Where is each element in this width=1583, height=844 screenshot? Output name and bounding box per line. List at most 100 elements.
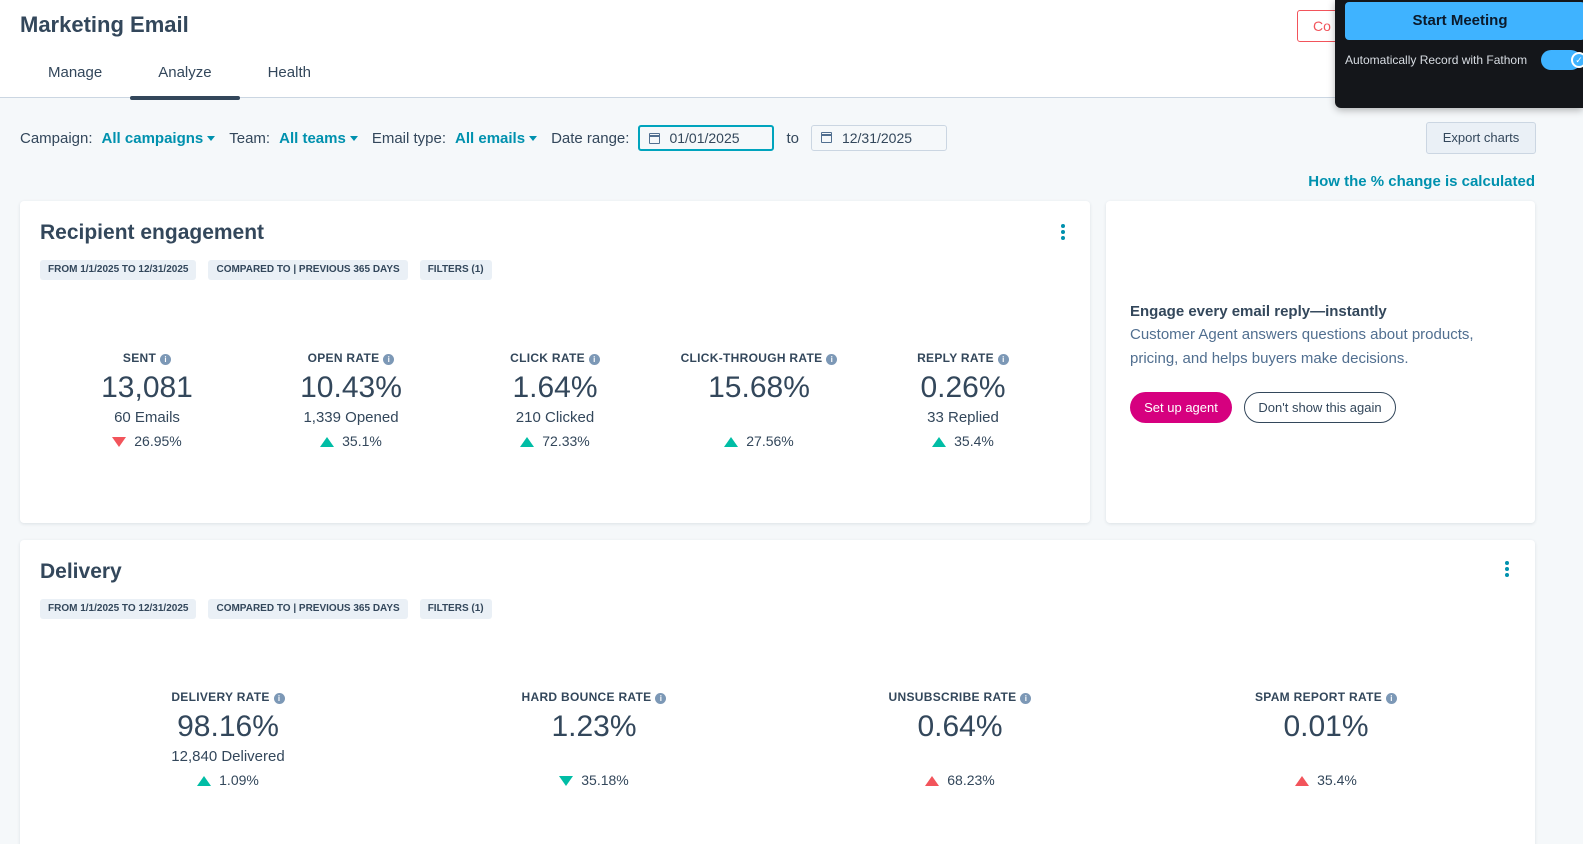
metric-subtext: 12,840 Delivered: [171, 748, 285, 765]
metric-subtext: 210 Clicked: [515, 409, 595, 426]
export-charts-button[interactable]: Export charts: [1426, 122, 1536, 154]
metric-hard-bounce-rate: HARD BOUNCE RATE i 1.23% 35.18%: [474, 690, 714, 788]
increase-arrow-icon: [520, 437, 535, 447]
card-title: Recipient engagement: [40, 221, 265, 244]
fathom-overlay: Start Meeting Automatically Record with …: [1335, 0, 1583, 108]
metric-open-rate: OPEN RATE i 10.43% 1,339 Opened 35.1%: [251, 351, 451, 449]
metric-subtext: [1206, 748, 1446, 766]
team-filter-dropdown[interactable]: All teams: [279, 130, 358, 147]
increase-arrow-icon: [320, 437, 335, 447]
email-type-filter-dropdown[interactable]: All emails: [455, 129, 538, 147]
filter-bar: Campaign: All campaigns Team: All teams …: [20, 124, 959, 152]
metric-label: UNSUBSCRIBE RATE i: [840, 690, 1080, 704]
metric-value: 0.26%: [920, 371, 1006, 404]
tab-health[interactable]: Health: [267, 64, 311, 81]
info-icon[interactable]: i: [655, 693, 667, 704]
metric-subtext: [840, 748, 1080, 766]
increase-arrow-icon: [932, 437, 947, 447]
more-options-icon[interactable]: [1504, 561, 1510, 579]
recipient-engagement-card: Recipient engagement From 1/1/2025 to 12…: [20, 201, 1090, 523]
info-icon[interactable]: i: [383, 354, 395, 365]
metric-value: 13,081: [101, 371, 193, 404]
email-type-filter-value: All emails: [455, 129, 526, 147]
increase-arrow-icon: [724, 437, 739, 447]
info-icon[interactable]: i: [273, 693, 285, 704]
auto-record-label: Automatically Record with Fathom: [1345, 53, 1528, 67]
auto-record-toggle[interactable]: ✓: [1541, 50, 1583, 70]
tab-analyze[interactable]: Analyze: [130, 50, 240, 100]
metric-change: 1.09%: [108, 772, 348, 788]
caret-down-icon: [349, 136, 358, 142]
info-icon[interactable]: i: [588, 354, 600, 365]
date-to-input[interactable]: 12/31/2025: [810, 125, 947, 151]
set-up-agent-button[interactable]: Set up agent: [1130, 392, 1232, 423]
report-chips: From 1/1/2025 to 12/31/2025 Compared to …: [40, 599, 504, 619]
metric-unsubscribe-rate: UNSUBSCRIBE RATE i 0.64% 68.23%: [840, 690, 1080, 788]
metric-change: 35.1%: [251, 433, 451, 449]
dont-show-again-button[interactable]: Don't show this again: [1244, 392, 1396, 423]
increase-arrow-icon: [925, 776, 940, 786]
comparison-chip: Compared to | Previous 365 days: [208, 260, 408, 280]
page-title: Marketing Email: [20, 12, 189, 37]
metric-value: 1.23%: [551, 710, 637, 743]
metric-label: DELIVERY RATE i: [108, 690, 348, 704]
metric-value: 1.64%: [512, 371, 598, 404]
info-icon[interactable]: i: [160, 354, 172, 365]
tab-bar: Manage Analyze Health: [20, 50, 339, 100]
filters-chip: Filters (1): [419, 599, 492, 619]
metric-label: OPEN RATE i: [251, 351, 451, 365]
caret-down-icon: [529, 136, 538, 142]
tab-manage[interactable]: Manage: [48, 64, 103, 81]
caret-down-icon: [207, 136, 216, 142]
metric-change: 72.33%: [455, 433, 655, 449]
metric-sent: SENT i 13,081 60 Emails 26.95%: [47, 351, 247, 449]
date-from-input[interactable]: 01/01/2025: [638, 125, 775, 151]
delivery-card: Delivery From 1/1/2025 to 12/31/2025 Com…: [20, 540, 1535, 844]
campaign-filter-value: All campaigns: [101, 129, 204, 147]
metric-label: SENT i: [47, 351, 247, 365]
info-icon[interactable]: i: [826, 354, 838, 365]
metric-label: CLICK RATE i: [455, 351, 655, 365]
metric-subtext: 60 Emails: [114, 409, 180, 426]
campaign-filter-dropdown[interactable]: All campaigns: [102, 130, 216, 147]
team-filter-label: Team:: [229, 129, 271, 147]
metric-change: 68.23%: [840, 772, 1080, 788]
metric-subtext: 1,339 Opened: [303, 409, 399, 426]
metric-change: 35.4%: [1206, 772, 1446, 788]
customer-agent-promo-card: Engage every email reply—instantly Custo…: [1106, 201, 1535, 523]
metric-subtext: [659, 409, 859, 427]
promo-title: Engage every email reply—instantly: [1130, 303, 1387, 320]
start-meeting-button[interactable]: Start Meeting: [1345, 2, 1583, 40]
filters-chip: Filters (1): [419, 260, 492, 280]
report-chips: From 1/1/2025 to 12/31/2025 Compared to …: [40, 260, 504, 280]
date-range-chip: From 1/1/2025 to 12/31/2025: [40, 260, 197, 280]
metric-label: CLICK-THROUGH RATE i: [659, 351, 859, 365]
metric-spam-report-rate: SPAM REPORT RATE i 0.01% 35.4%: [1206, 690, 1446, 788]
metric-value: 0.01%: [1283, 710, 1369, 743]
metric-value: 0.64%: [917, 710, 1003, 743]
date-to-separator: to: [786, 129, 799, 147]
promo-description: Customer Agent answers questions about p…: [1130, 326, 1474, 367]
decrease-arrow-icon: [559, 776, 574, 786]
date-from-value: 01/01/2025: [669, 130, 740, 146]
date-to-value: 12/31/2025: [841, 130, 913, 146]
metric-change: 35.4%: [863, 433, 1063, 449]
more-options-icon[interactable]: [1060, 224, 1066, 242]
metric-subtext: [474, 748, 714, 766]
date-range-chip: From 1/1/2025 to 12/31/2025: [40, 599, 197, 619]
increase-arrow-icon: [1295, 776, 1310, 786]
increase-arrow-icon: [197, 776, 212, 786]
check-icon: ✓: [1571, 52, 1583, 68]
info-icon[interactable]: i: [997, 354, 1009, 365]
info-icon[interactable]: i: [1386, 693, 1398, 704]
metric-value: 10.43%: [300, 371, 402, 404]
info-icon[interactable]: i: [1020, 693, 1032, 704]
metric-value: 98.16%: [177, 710, 279, 743]
metric-change: 35.18%: [474, 772, 714, 788]
metric-click-rate: CLICK RATE i 1.64% 210 Clicked 72.33%: [455, 351, 655, 449]
team-filter-value: All teams: [279, 129, 346, 147]
metric-label: SPAM REPORT RATE i: [1206, 690, 1446, 704]
how-change-calculated-link[interactable]: How the % change is calculated: [1308, 173, 1535, 190]
comparison-chip: Compared to | Previous 365 days: [208, 599, 408, 619]
metric-change: 27.56%: [659, 433, 859, 449]
